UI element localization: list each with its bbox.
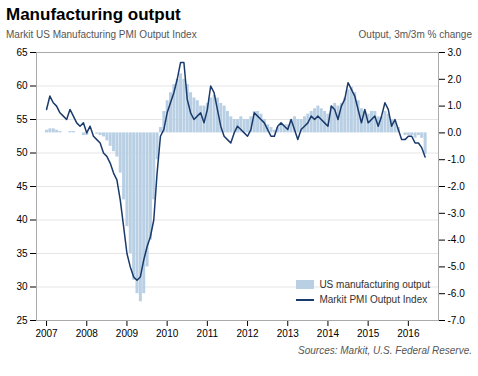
svg-text:2011: 2011 — [197, 328, 219, 339]
svg-text:2009: 2009 — [116, 328, 139, 339]
html-text:US manufacturing output: US manufacturing output — [319, 279, 430, 290]
svg-text:65: 65 — [16, 47, 28, 58]
svg-text:50: 50 — [16, 147, 28, 158]
svg-text:-3.0: -3.0 — [448, 208, 466, 219]
svg-text:35: 35 — [16, 248, 28, 259]
html-text:Markit US Manufacturing PMI Ou: Markit US Manufacturing PMI Output Index — [6, 29, 197, 40]
svg-text:45: 45 — [16, 181, 28, 192]
svg-text:40: 40 — [16, 214, 28, 225]
svg-text:2007: 2007 — [35, 328, 58, 339]
svg-text:2008: 2008 — [76, 328, 99, 339]
svg-text:2012: 2012 — [236, 328, 259, 339]
svg-text:2013: 2013 — [277, 328, 300, 339]
svg-text:-5.0: -5.0 — [448, 261, 466, 272]
svg-text:-1.0: -1.0 — [448, 154, 466, 165]
html-text:Markit PMI Output Index: Markit PMI Output Index — [319, 294, 428, 305]
svg-text:60: 60 — [16, 80, 28, 91]
svg-text:-4.0: -4.0 — [448, 234, 466, 245]
svg-text:2010: 2010 — [156, 328, 179, 339]
svg-text:0.0: 0.0 — [448, 127, 462, 138]
svg-text:-6.0: -6.0 — [448, 288, 466, 299]
svg-text:2.0: 2.0 — [448, 74, 462, 85]
svg-text:1.0: 1.0 — [448, 100, 462, 111]
svg-text:25: 25 — [16, 315, 28, 326]
html-text:Sources: Markit, U.S. Federal: Sources: Markit, U.S. Federal Reserve. — [298, 345, 472, 356]
svg-text:30: 30 — [16, 281, 28, 292]
svg-text:-2.0: -2.0 — [448, 181, 466, 192]
html-text:Manufacturing output: Manufacturing output — [6, 5, 181, 24]
svg-text:2014: 2014 — [317, 328, 340, 339]
html-text:Output, 3m/3m % change: Output, 3m/3m % change — [358, 29, 472, 40]
svg-text:55: 55 — [16, 114, 28, 125]
svg-text:3.0: 3.0 — [448, 47, 462, 58]
svg-text:2016: 2016 — [397, 328, 420, 339]
svg-text:2015: 2015 — [357, 328, 380, 339]
svg-text:-7.0: -7.0 — [448, 315, 466, 326]
